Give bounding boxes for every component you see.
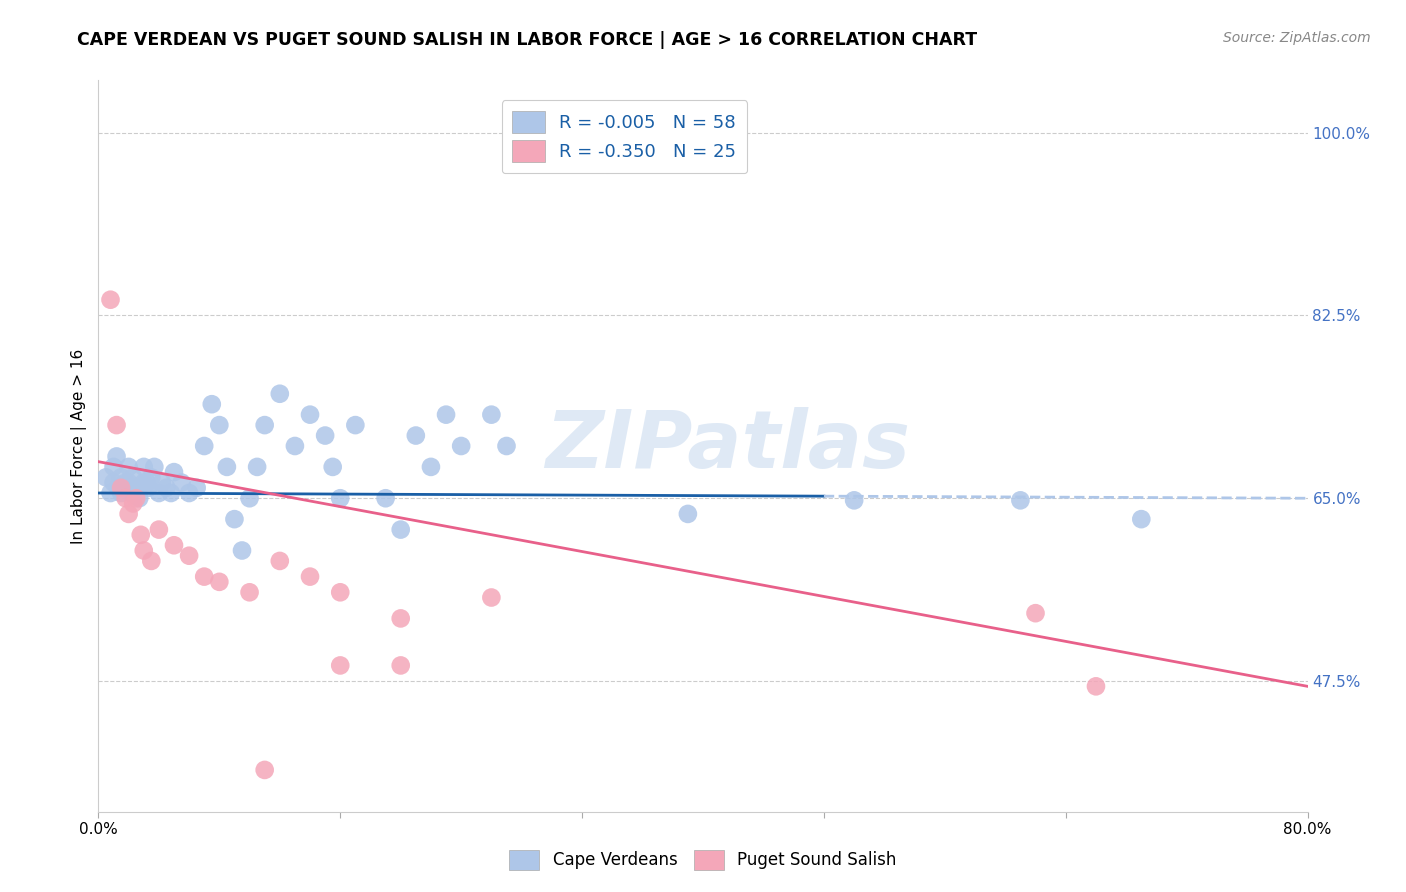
Point [374, 491, 396, 506]
Point [844, 493, 866, 508]
Text: ZIPatlas: ZIPatlas [544, 407, 910, 485]
Point [450, 439, 472, 453]
Point [1010, 493, 1032, 508]
Point [122, 496, 145, 510]
Point [110, 481, 132, 495]
Point [118, 507, 141, 521]
Point [481, 408, 503, 422]
Point [420, 459, 443, 474]
Point [114, 491, 136, 506]
Point [141, 470, 163, 484]
Point [129, 528, 152, 542]
Point [125, 481, 148, 495]
Point [141, 554, 163, 568]
Point [186, 481, 208, 495]
Text: CAPE VERDEAN VS PUGET SOUND SALISH IN LABOR FORCE | AGE > 16 CORRELATION CHART: CAPE VERDEAN VS PUGET SOUND SALISH IN LA… [77, 31, 977, 49]
Point [118, 475, 141, 490]
Point [132, 459, 155, 474]
Point [405, 428, 427, 442]
Point [299, 569, 322, 583]
Point [329, 585, 352, 599]
Point [105, 450, 128, 464]
Point [110, 470, 132, 484]
Point [125, 491, 148, 506]
Point [231, 543, 253, 558]
Point [118, 459, 141, 474]
Point [1024, 606, 1046, 620]
Point [434, 408, 457, 422]
Point [132, 543, 155, 558]
Point [148, 523, 170, 537]
Point [112, 481, 135, 495]
Point [1130, 512, 1153, 526]
Point [329, 658, 352, 673]
Point [299, 408, 322, 422]
Point [246, 459, 269, 474]
Point [94, 470, 117, 484]
Point [269, 386, 291, 401]
Point [481, 591, 503, 605]
Point [135, 475, 157, 490]
Legend: Cape Verdeans, Puget Sound Salish: Cape Verdeans, Puget Sound Salish [502, 843, 904, 877]
Point [122, 470, 145, 484]
Point [105, 418, 128, 433]
Text: Source: ZipAtlas.com: Source: ZipAtlas.com [1223, 31, 1371, 45]
Legend: R = -0.005   N = 58, R = -0.350   N = 25: R = -0.005 N = 58, R = -0.350 N = 25 [502, 100, 747, 173]
Point [329, 491, 352, 506]
Point [128, 491, 150, 506]
Point [110, 486, 132, 500]
Point [495, 439, 517, 453]
Point [132, 475, 155, 490]
Point [155, 481, 177, 495]
Point [284, 439, 307, 453]
Point [107, 481, 129, 495]
Point [344, 418, 367, 433]
Point [114, 475, 136, 490]
Point [163, 465, 186, 479]
Point [253, 763, 276, 777]
Point [143, 459, 166, 474]
Point [389, 611, 412, 625]
Point [103, 459, 125, 474]
Point [208, 418, 231, 433]
Point [389, 523, 412, 537]
Point [148, 486, 170, 500]
Point [136, 481, 159, 495]
Point [1085, 679, 1108, 693]
Point [193, 439, 215, 453]
Point [253, 418, 276, 433]
Point [208, 574, 231, 589]
Point [314, 428, 336, 442]
Y-axis label: In Labor Force | Age > 16: In Labor Force | Age > 16 [72, 349, 87, 543]
Point [239, 585, 262, 599]
Point [269, 554, 291, 568]
Point [163, 538, 186, 552]
Point [100, 486, 122, 500]
Point [322, 459, 344, 474]
Point [179, 486, 201, 500]
Point [179, 549, 201, 563]
Point [160, 486, 183, 500]
Point [676, 507, 699, 521]
Point [170, 475, 193, 490]
Point [100, 293, 122, 307]
Point [389, 658, 412, 673]
Point [150, 475, 173, 490]
Point [193, 569, 215, 583]
Point [121, 486, 143, 500]
Point [201, 397, 224, 411]
Point [103, 475, 125, 490]
Point [239, 491, 262, 506]
Point [224, 512, 246, 526]
Point [215, 459, 238, 474]
